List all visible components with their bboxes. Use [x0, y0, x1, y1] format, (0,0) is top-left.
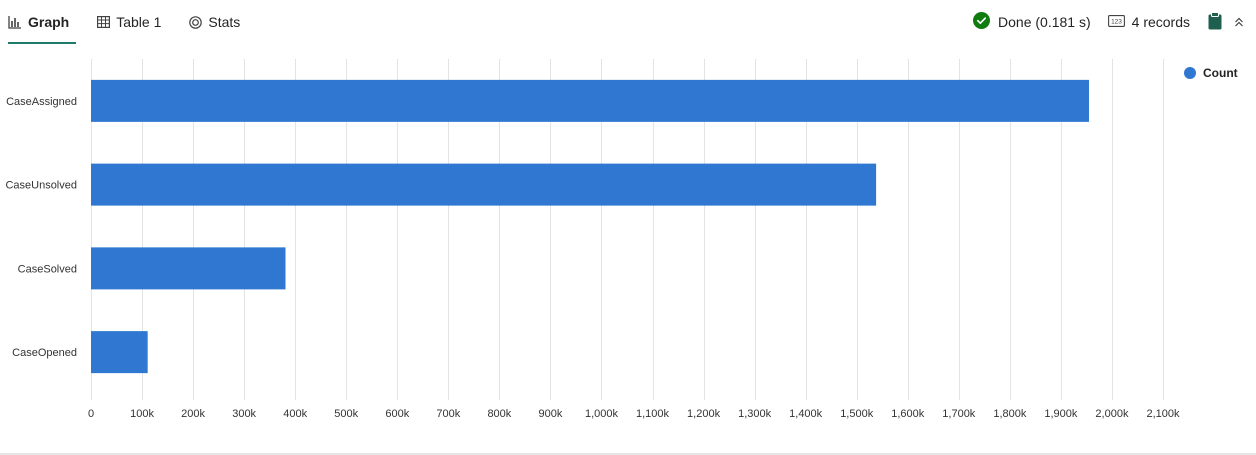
tab-graph-label: Graph: [28, 14, 70, 30]
bar-chart-icon: [8, 15, 22, 29]
x-tick-label: 2,100k: [1146, 408, 1180, 420]
table-icon: [97, 16, 111, 28]
x-tick-label: 1,600k: [891, 408, 925, 420]
tab-table-1-label: Table 1: [116, 14, 162, 30]
x-tick-label: 200k: [181, 408, 205, 420]
x-tick-label: 0: [88, 408, 94, 420]
records-count: 123 4 records: [1107, 14, 1190, 30]
bar-caseassigned[interactable]: [91, 79, 1089, 122]
copy-clipboard-button[interactable]: [1208, 11, 1222, 33]
query-done-status: Done (0.181 s): [973, 12, 1091, 32]
bar-caseopened[interactable]: [91, 331, 148, 374]
x-tick-label: 400k: [283, 408, 307, 420]
category-label: CaseUnsolved: [5, 180, 77, 192]
tab-table-1[interactable]: Table 1: [90, 0, 168, 44]
chart-legend[interactable]: Count: [1184, 66, 1238, 80]
category-label: CaseSolved: [18, 263, 77, 275]
x-tick-label: 100k: [130, 408, 154, 420]
done-time-text: Done (0.181 s): [998, 14, 1091, 30]
x-tick-label: 2,000k: [1095, 408, 1129, 420]
category-label: CaseOpened: [12, 347, 77, 359]
x-tick-label: 900k: [538, 408, 562, 420]
collapse-results-button[interactable]: [1234, 14, 1244, 30]
tab-stats[interactable]: Stats: [182, 0, 247, 44]
stats-icon: [189, 15, 203, 29]
query-status-bar: Done (0.181 s) 123 4 records: [973, 0, 1256, 44]
x-tick-label: 1,700k: [942, 408, 976, 420]
x-tick-label: 1,900k: [1044, 408, 1078, 420]
x-tick-label: 700k: [436, 408, 460, 420]
x-tick-label: 1,100k: [636, 408, 670, 420]
chevron-up-double-icon: [1234, 14, 1244, 30]
x-tick-label: 300k: [232, 408, 256, 420]
category-label: CaseAssigned: [6, 96, 77, 108]
bar-chart: CaseAssigned CaseUnsolved CaseSolved CaseOp…: [5, 59, 1180, 420]
x-tick-label: 1,300k: [738, 408, 772, 420]
bar-casesolved[interactable]: [91, 247, 286, 290]
x-tick-label: 500k: [334, 408, 358, 420]
tab-stats-label: Stats: [208, 14, 241, 30]
bar-caseunsolved[interactable]: [91, 163, 877, 206]
x-tick-label: 600k: [385, 408, 409, 420]
results-tabs: Graph Table 1 Stats: [0, 0, 261, 44]
x-tick-label: 1,200k: [687, 408, 721, 420]
x-tick-label: 800k: [487, 408, 511, 420]
tab-graph[interactable]: Graph: [1, 0, 77, 44]
legend-label: Count: [1203, 66, 1238, 80]
check-circle-icon: [973, 12, 991, 32]
panel-bottom-border: [0, 453, 1256, 455]
legend-swatch: [1184, 67, 1196, 79]
x-tick-label: 1,500k: [840, 408, 874, 420]
clipboard-icon: [1208, 11, 1222, 33]
x-tick-label: 1,000k: [585, 408, 619, 420]
x-tick-label: 1,800k: [993, 408, 1027, 420]
records-number-icon: 123: [1107, 14, 1125, 30]
x-tick-label: 1,400k: [789, 408, 823, 420]
svg-text:123: 123: [1111, 19, 1122, 26]
records-text: 4 records: [1131, 14, 1190, 30]
